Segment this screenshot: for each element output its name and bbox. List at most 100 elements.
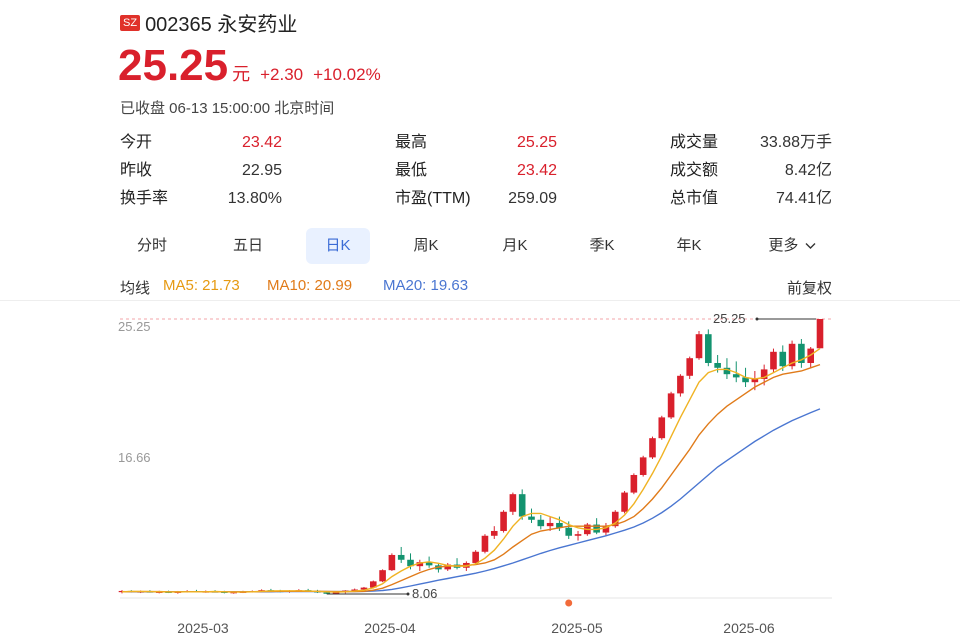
tab-label: 更多 <box>768 237 799 254</box>
tab-label: 季K <box>589 237 615 254</box>
ma20-value: MA20: 19.63 <box>383 277 469 294</box>
stats-grid: 今开 23.42 最高 25.25 成交量 33.88万手 昨收 22.95 最… <box>120 132 832 216</box>
event-dot <box>565 599 573 607</box>
candle-up <box>751 378 759 383</box>
candle-up <box>388 554 396 571</box>
candle-up <box>611 511 619 527</box>
candle-up <box>574 534 582 536</box>
stat-value-turnover: 8.42亿 <box>784 162 832 179</box>
ma10-value: MA10: 20.99 <box>267 277 353 294</box>
candle-up <box>369 581 377 588</box>
candle-up <box>360 587 368 590</box>
candle-down <box>714 362 721 368</box>
x-tick-label: 2025-05 <box>551 620 603 636</box>
price-change-percent: +10.02% <box>313 65 381 84</box>
market-status: 已收盘 06-13 15:00:00 北京时间 <box>120 100 335 117</box>
candle-up <box>416 562 424 567</box>
stat-label-pe: 市盈(TTM) <box>395 190 471 207</box>
stat-label-turnover-rate: 换手率 <box>120 190 169 207</box>
stat-value-open: 23.42 <box>241 134 282 151</box>
candle-down <box>425 562 433 566</box>
stats-row: 今开 23.42 最高 25.25 成交量 33.88万手 <box>120 132 832 160</box>
kline-chart-area[interactable]: 25.25 16.66 25.25 8.06 2025-03 2025-04 2025-05… <box>0 300 960 641</box>
candle-down <box>565 527 573 536</box>
candle-up <box>770 351 777 370</box>
candle-up <box>630 474 638 493</box>
tab-yearly-k[interactable]: 年K <box>657 228 721 264</box>
candle-up <box>649 438 656 458</box>
y-tick-label: 16.66 <box>118 450 151 465</box>
candle-up <box>351 589 358 591</box>
stat-value-high: 25.25 <box>516 134 557 151</box>
stat-value-low: 23.42 <box>516 162 557 179</box>
stat-label-volume: 成交量 <box>670 134 719 151</box>
ma10-line <box>121 363 821 593</box>
tab-label: 分时 <box>136 237 167 254</box>
x-tick-label: 2025-06 <box>723 620 775 636</box>
candle-down <box>518 494 526 517</box>
candle-up <box>807 348 814 363</box>
candle-up <box>481 535 489 552</box>
candle-down <box>705 334 712 363</box>
y-tick-label: 25.25 <box>118 319 151 334</box>
stat-value-volume: 33.88万手 <box>759 134 832 151</box>
candle-up <box>816 319 824 349</box>
stat-label-turnover: 成交额 <box>670 162 719 179</box>
x-tick-label: 2025-04 <box>364 620 416 636</box>
tab-intraday[interactable]: 分时 <box>120 228 184 264</box>
stock-header: SZ 002365 永安药业 <box>120 8 297 37</box>
candle-down <box>537 519 545 527</box>
tab-label: 月K <box>502 237 528 254</box>
stats-row: 昨收 22.95 最低 23.42 成交额 8.42亿 <box>120 160 832 188</box>
ma5-line <box>121 348 821 593</box>
adjust-toggle[interactable]: 前复权 <box>786 280 832 297</box>
candle-up <box>667 393 675 418</box>
chevron-down-icon <box>805 243 816 250</box>
stat-value-market-cap: 74.41亿 <box>775 190 832 207</box>
candle-up <box>472 551 479 563</box>
tab-monthly-k[interactable]: 月K <box>483 228 547 264</box>
ma-label: 均线 <box>120 280 151 297</box>
kline-chart[interactable]: 25.25 16.66 25.25 8.06 2025-03 2025-04 2025-05… <box>0 300 960 641</box>
current-price: 25.25 <box>118 41 229 90</box>
candle-up <box>695 334 703 359</box>
tab-quarterly-k[interactable]: 季K <box>570 228 634 264</box>
ma5-value: MA5: 21.73 <box>163 277 240 294</box>
high-marker-dot <box>755 317 759 321</box>
candle-up <box>677 375 684 394</box>
candle-up <box>686 358 694 376</box>
stat-value-pe: 259.09 <box>508 190 557 207</box>
low-marker-label: 8.06 <box>412 586 437 601</box>
stats-row: 换手率 13.80% 市盈(TTM) 259.09 总市值 74.41亿 <box>120 188 832 216</box>
tab-weekly-k[interactable]: 周K <box>394 228 458 264</box>
candle-down <box>732 374 740 378</box>
high-marker-label: 25.25 <box>713 311 746 326</box>
candle-up <box>621 492 628 512</box>
moving-average-bar: 均线 MA5: 21.73 MA10: 20.99 MA20: 19.63 前复… <box>120 277 832 297</box>
candle-down <box>528 516 535 520</box>
candle-up <box>444 564 452 570</box>
candle-up <box>509 494 517 512</box>
price-row: 25.25 元 +2.30 +10.02% <box>118 42 381 90</box>
price-unit: 元 <box>232 64 251 84</box>
tab-label: 周K <box>413 237 439 254</box>
stat-label-high: 最高 <box>395 134 428 151</box>
tab-more[interactable]: 更多 <box>752 228 832 264</box>
tab-label: 年K <box>676 237 702 254</box>
candle-down <box>397 554 405 560</box>
candle-up <box>760 369 768 379</box>
candle-up <box>490 530 498 536</box>
candle-up <box>546 522 554 527</box>
candle-down <box>593 524 600 533</box>
exchange-badge: SZ <box>120 14 141 31</box>
stat-label-low: 最低 <box>395 162 428 179</box>
tab-label: 五日 <box>232 237 263 254</box>
stat-value-turnover-rate: 13.80% <box>227 190 282 207</box>
candle-down <box>723 367 731 375</box>
stock-title: 002365 永安药业 <box>145 14 298 36</box>
candle-down <box>323 592 331 594</box>
tab-daily-k[interactable]: 日K <box>306 228 370 264</box>
candle-down <box>407 559 414 567</box>
tab-five-day[interactable]: 五日 <box>216 228 280 264</box>
x-tick-label: 2025-03 <box>177 620 229 636</box>
